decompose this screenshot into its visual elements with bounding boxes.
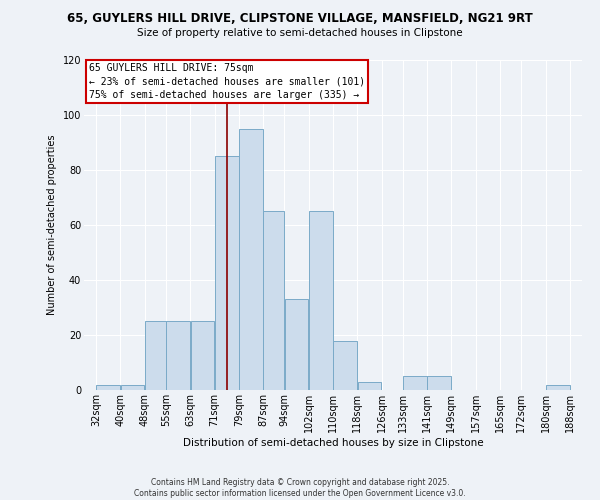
Bar [191,322,214,390]
Bar [358,382,382,390]
Bar [263,211,284,390]
Bar [427,376,451,390]
Bar [333,340,357,390]
Bar [284,299,308,390]
Text: 65, GUYLERS HILL DRIVE, CLIPSTONE VILLAGE, MANSFIELD, NG21 9RT: 65, GUYLERS HILL DRIVE, CLIPSTONE VILLAG… [67,12,533,26]
Bar [97,384,120,390]
Bar [145,322,166,390]
Bar [166,322,190,390]
Text: Size of property relative to semi-detached houses in Clipstone: Size of property relative to semi-detach… [137,28,463,38]
Text: 65 GUYLERS HILL DRIVE: 75sqm
← 23% of semi-detached houses are smaller (101)
75%: 65 GUYLERS HILL DRIVE: 75sqm ← 23% of se… [89,64,365,100]
Y-axis label: Number of semi-detached properties: Number of semi-detached properties [47,134,57,316]
Bar [215,156,239,390]
Bar [239,128,263,390]
Bar [121,384,145,390]
Text: Contains HM Land Registry data © Crown copyright and database right 2025.
Contai: Contains HM Land Registry data © Crown c… [134,478,466,498]
Bar [403,376,427,390]
Bar [546,384,569,390]
X-axis label: Distribution of semi-detached houses by size in Clipstone: Distribution of semi-detached houses by … [182,438,484,448]
Bar [309,211,333,390]
